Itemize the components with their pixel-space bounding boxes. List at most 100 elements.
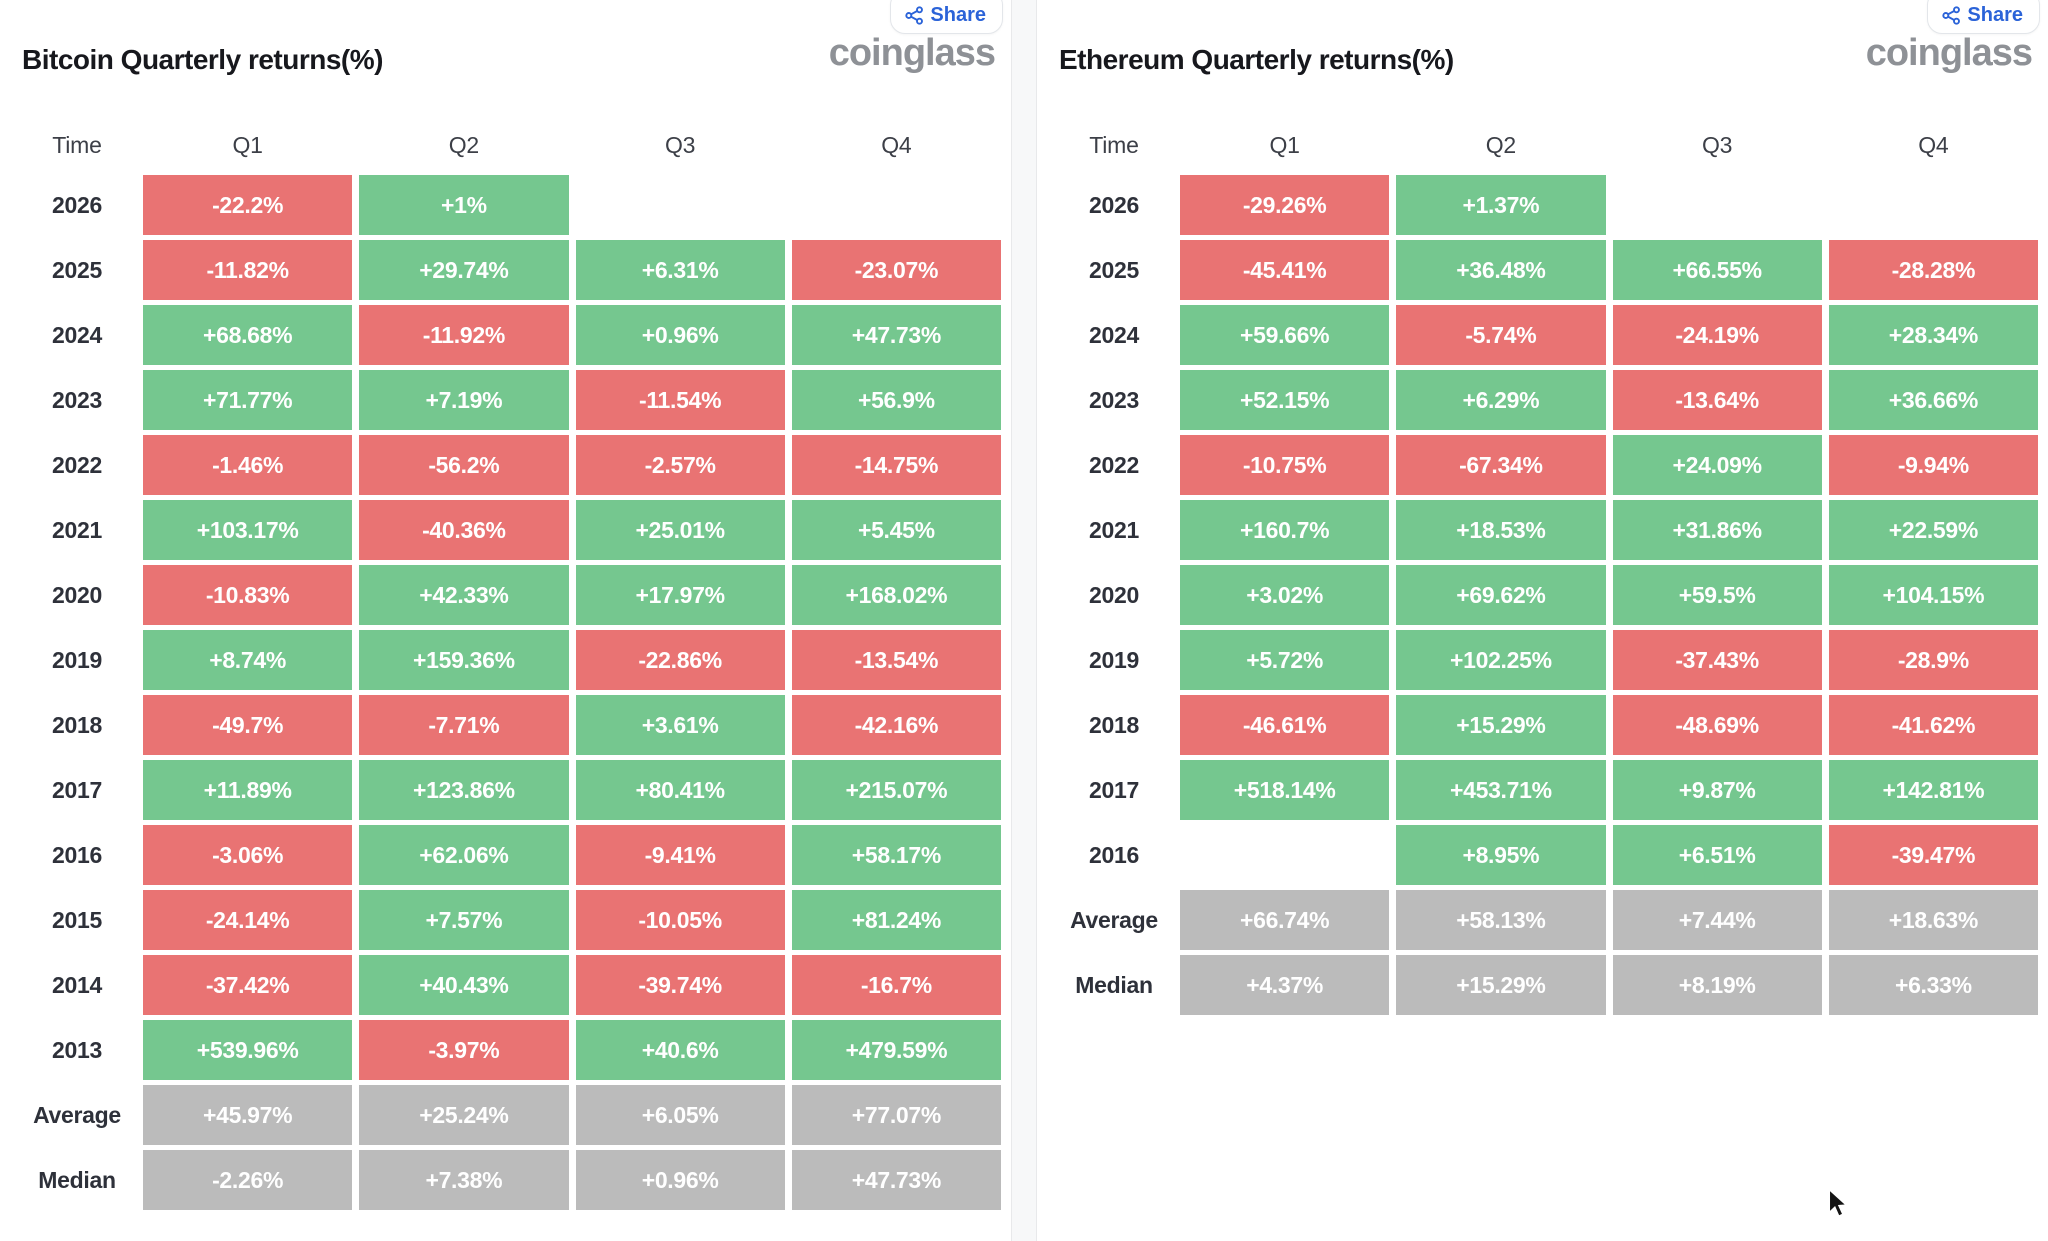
row-label: 2015 (52, 906, 102, 933)
return-cell: +102.25% (1396, 630, 1606, 690)
return-cell: +11.89% (143, 760, 353, 820)
panel-header: Bitcoin Quarterly returns(%) coinglass (0, 0, 1011, 120)
return-cell (1613, 175, 1822, 235)
row-label: Median (1075, 971, 1153, 998)
row-label: 2025 (1089, 256, 1139, 283)
return-cell: -13.64% (1612, 370, 1822, 430)
return-cell: +81.24% (791, 890, 1001, 950)
return-cell: -40.36% (359, 500, 569, 560)
return-cell: +22.59% (1828, 500, 2038, 560)
return-cell: +6.05% (575, 1085, 785, 1145)
return-cell: +1% (359, 175, 569, 235)
return-cell: +7.38% (359, 1150, 569, 1210)
return-cell: +3.02% (1180, 565, 1390, 625)
row-label: 2024 (1089, 321, 1139, 348)
return-cell: +8.74% (143, 630, 353, 690)
share-icon (905, 6, 924, 25)
return-cell: -2.57% (575, 435, 785, 495)
row-label: 2022 (1089, 451, 1139, 478)
panel-divider (1011, 0, 1037, 1241)
return-cell: +4.37% (1180, 955, 1390, 1015)
return-cell: +5.72% (1180, 630, 1390, 690)
return-cell: +68.68% (143, 305, 353, 365)
row-label: 2023 (52, 386, 102, 413)
ethereum-returns-panel: Share Ethereum Quarterly returns(%) coin… (1037, 0, 2048, 1241)
return-cell: +47.73% (791, 1150, 1001, 1210)
return-cell: +15.29% (1396, 695, 1606, 755)
return-cell: -42.16% (791, 695, 1001, 755)
row-label: 2018 (52, 711, 102, 738)
return-cell: -14.75% (791, 435, 1001, 495)
return-cell: +453.71% (1396, 760, 1606, 820)
return-cell: +5.45% (791, 500, 1001, 560)
return-cell: +66.74% (1180, 890, 1390, 950)
return-cell: +0.96% (575, 1150, 785, 1210)
return-cell (1829, 175, 2038, 235)
return-cell: -9.41% (575, 825, 785, 885)
share-button[interactable]: Share (1927, 0, 2040, 34)
return-cell: +103.17% (143, 500, 353, 560)
column-header: Q2 (1485, 131, 1517, 158)
row-label: Average (1070, 906, 1158, 933)
return-cell: -45.41% (1180, 240, 1390, 300)
return-cell: -37.42% (143, 955, 353, 1015)
row-label: 2023 (1089, 386, 1139, 413)
returns-table: Time Q1 Q2 Q3 Q4 2026 -29.26% +1.37% 2025 -45.41%… (1037, 120, 2048, 1015)
return-cell: -10.83% (143, 565, 353, 625)
return-cell: +6.29% (1396, 370, 1606, 430)
return-cell: +36.66% (1828, 370, 2038, 430)
return-cell: -23.07% (791, 240, 1001, 300)
return-cell: +52.15% (1180, 370, 1390, 430)
return-cell: +3.61% (575, 695, 785, 755)
row-label: 2024 (52, 321, 102, 348)
return-cell: +66.55% (1612, 240, 1822, 300)
column-header: Time (1089, 131, 1139, 158)
return-cell: +18.63% (1828, 890, 2038, 950)
share-label: Share (1967, 4, 2023, 26)
return-cell: +25.01% (575, 500, 785, 560)
column-header: Q3 (664, 131, 696, 158)
return-cell: +18.53% (1396, 500, 1606, 560)
return-cell: -11.92% (359, 305, 569, 365)
column-header: Time (52, 131, 102, 158)
return-cell: +6.31% (575, 240, 785, 300)
return-cell: -29.26% (1180, 175, 1390, 235)
return-cell: +58.17% (791, 825, 1001, 885)
share-button[interactable]: Share (890, 0, 1003, 34)
return-cell: +168.02% (791, 565, 1001, 625)
row-label: 2020 (1089, 581, 1139, 608)
return-cell: -11.54% (575, 370, 785, 430)
row-label: 2014 (52, 971, 102, 998)
column-header: Q4 (881, 131, 912, 158)
panel-title: Bitcoin Quarterly returns(%) (22, 44, 383, 75)
return-cell: -28.9% (1828, 630, 2038, 690)
column-header: Q3 (1701, 131, 1733, 158)
return-cell: -3.06% (143, 825, 353, 885)
return-cell: -24.14% (143, 890, 353, 950)
return-cell: +58.13% (1396, 890, 1606, 950)
row-label: 2019 (52, 646, 102, 673)
return-cell: +29.74% (359, 240, 569, 300)
return-cell (576, 175, 785, 235)
column-header: Q4 (1918, 131, 1949, 158)
return-cell: +77.07% (791, 1085, 1001, 1145)
return-cell: +36.48% (1396, 240, 1606, 300)
return-cell: +215.07% (791, 760, 1001, 820)
return-cell: +17.97% (575, 565, 785, 625)
return-cell: +142.81% (1828, 760, 2038, 820)
return-cell: +8.95% (1396, 825, 1606, 885)
return-cell: -37.43% (1612, 630, 1822, 690)
return-cell: +159.36% (359, 630, 569, 690)
row-label: Average (33, 1101, 121, 1128)
panel-title: Ethereum Quarterly returns(%) (1059, 44, 1454, 75)
row-label: 2017 (1089, 776, 1139, 803)
return-cell: +31.86% (1612, 500, 1822, 560)
return-cell: +71.77% (143, 370, 353, 430)
return-cell (1180, 825, 1389, 885)
return-cell: -39.74% (575, 955, 785, 1015)
return-cell: -28.28% (1828, 240, 2038, 300)
return-cell: +9.87% (1612, 760, 1822, 820)
return-cell: +40.43% (359, 955, 569, 1015)
return-cell: +47.73% (791, 305, 1001, 365)
